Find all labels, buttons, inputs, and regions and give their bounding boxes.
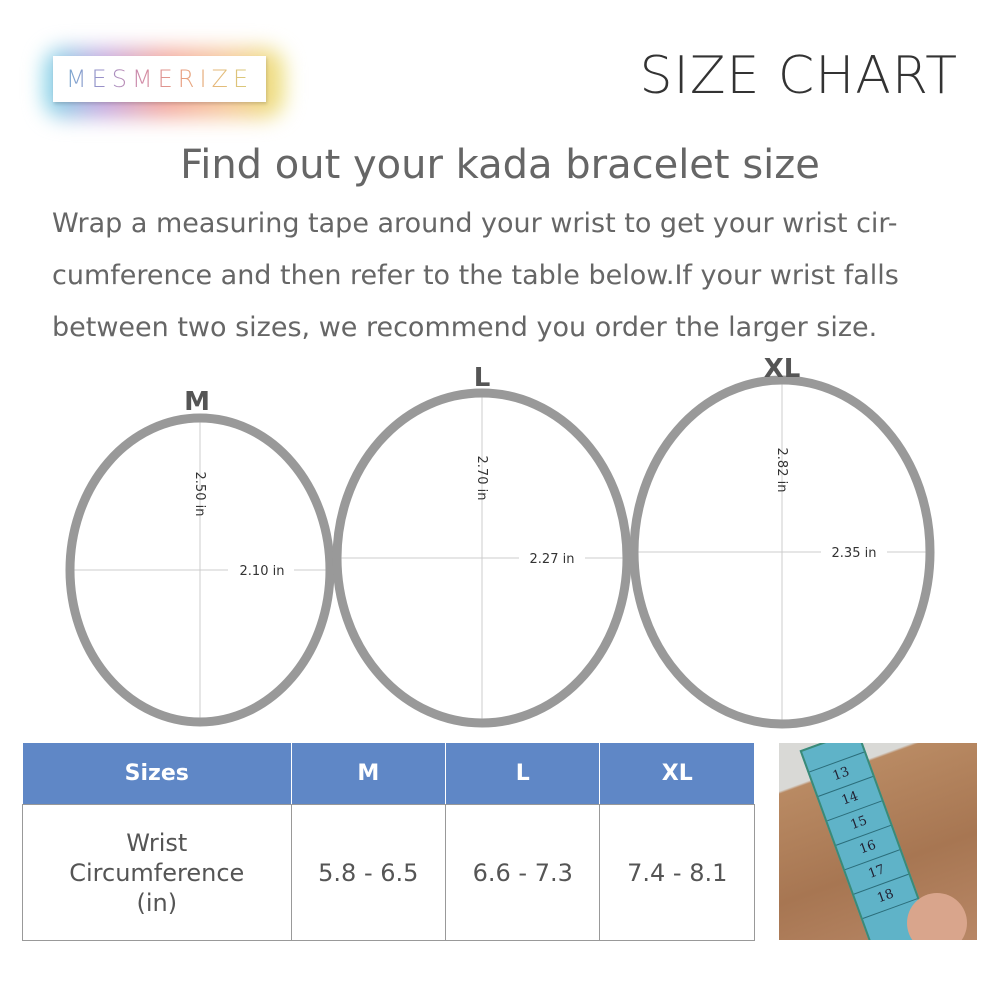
bracelet-xl: XL 2.35 in 2.82 in [629, 354, 935, 729]
width-label: 2.27 in [530, 552, 575, 567]
width-label: 2.35 in [832, 546, 877, 561]
bracelet-l: L 2.27 in 2.70 in [332, 363, 632, 728]
size-label: L [474, 363, 491, 393]
thumb [907, 893, 967, 940]
row-label-line: (in) [136, 888, 178, 917]
width-label: 2.10 in [240, 564, 285, 579]
height-label: 2.50 in [192, 472, 207, 517]
bracelet-m: M 2.10 in 2.50 in [65, 387, 335, 727]
height-label: 2.82 in [774, 448, 789, 493]
size-label: XL [764, 354, 801, 384]
description-line: between two sizes, we recommend you orde… [52, 312, 878, 343]
description-line: Wrap a measuring tape around your wrist … [52, 208, 898, 239]
ring [332, 388, 632, 728]
row-label-line: Wrist [126, 828, 188, 857]
row-label-line: Circumference [69, 858, 245, 887]
table-header-row: Sizes M L XL [22, 742, 755, 805]
table-row: Wrist Circumference (in) 5.8 - 6.5 6.6 - 7… [22, 804, 755, 941]
value-cell: 6.6 - 7.3 [445, 804, 601, 941]
description: Wrap a measuring tape around your wrist … [52, 198, 962, 354]
header-cell: Sizes [22, 742, 292, 805]
header-cell: M [290, 742, 447, 805]
page-title: SIZE CHART [639, 46, 958, 106]
ring [65, 413, 335, 727]
description-line: cumference and then refer to the table b… [52, 260, 899, 291]
ring [629, 375, 935, 729]
value-cell: 7.4 - 8.1 [599, 804, 755, 941]
value-cell: 5.8 - 6.5 [290, 804, 447, 941]
brand-logo: MESMERIZE [53, 56, 266, 102]
height-label: 2.70 in [474, 456, 489, 501]
header-cell: XL [599, 742, 755, 805]
wrist-measuring-photo: 13 14 15 16 17 18 [779, 743, 977, 940]
bracelet-diagrams: M 2.10 in 2.50 in L 2.27 in 2.70 in XL 2… [65, 354, 935, 729]
heading: Find out your kada bracelet size [180, 142, 820, 188]
header-cell: L [445, 742, 601, 805]
row-label: Wrist Circumference (in) [22, 804, 292, 941]
logo-text: MESMERIZE [65, 65, 254, 93]
size-table: Sizes M L XL Wrist Circumference (in) 5.8 … [22, 742, 755, 941]
size-label: M [184, 387, 210, 417]
